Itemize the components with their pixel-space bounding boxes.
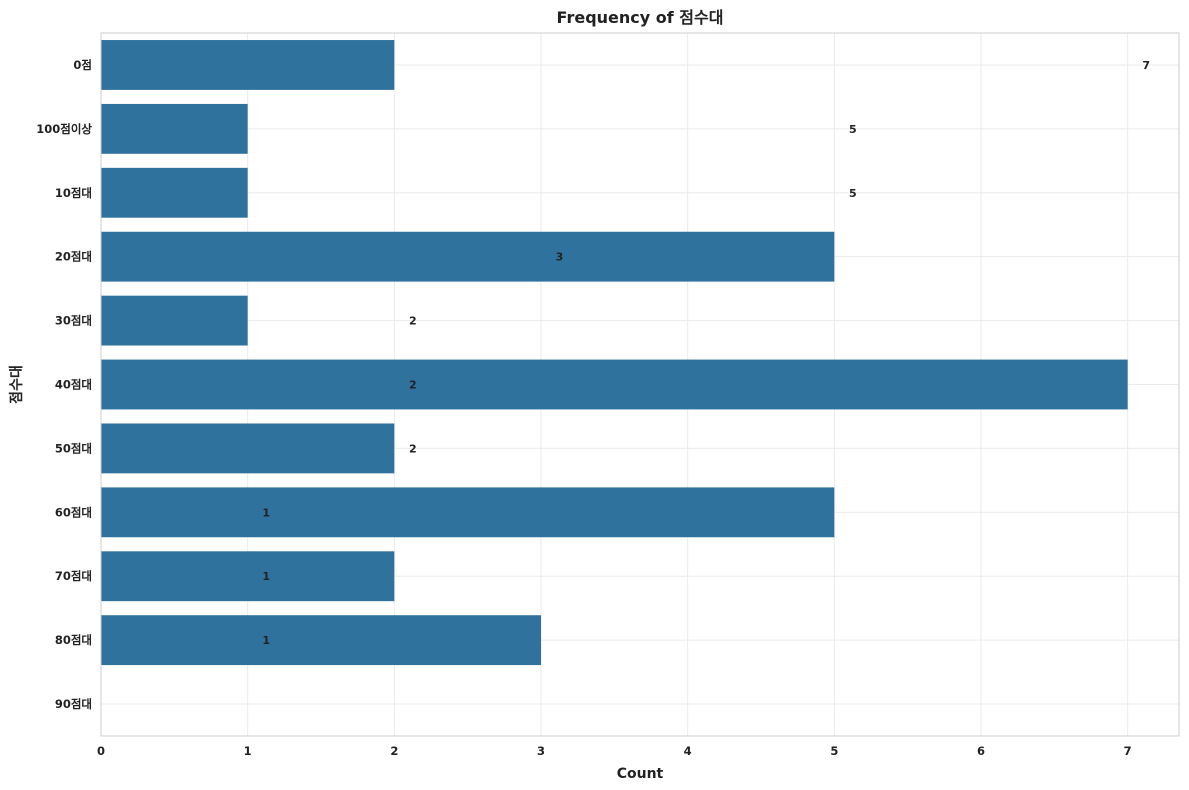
x-tick-labels: 0 1 2 3 4 5 6 7 <box>97 744 1132 758</box>
data-label: 1 <box>262 634 270 647</box>
x-tick-label: 5 <box>830 744 838 758</box>
y-tick-labels: 0점 100점이상 10점대 20점대 30점대 40점대 50점대 60점대 70점대 80점대… <box>36 58 92 711</box>
data-label: 7 <box>1142 59 1150 72</box>
bar <box>101 295 248 346</box>
x-axis-label: Count <box>617 766 664 782</box>
y-tick-label: 0점 <box>73 58 92 72</box>
data-label: 2 <box>409 442 417 455</box>
y-tick-label: 90점대 <box>55 697 92 711</box>
data-label: 2 <box>409 315 417 328</box>
y-tick-label: 70점대 <box>55 569 92 583</box>
y-tick-label: 30점대 <box>55 314 92 328</box>
bar <box>101 551 395 602</box>
bar <box>101 40 395 90</box>
x-tick-label: 6 <box>977 744 985 758</box>
data-label: 5 <box>849 123 857 136</box>
y-axis-label: 점수대 <box>8 365 25 404</box>
bar <box>101 231 835 282</box>
data-label: 3 <box>556 251 564 264</box>
y-tick-label: 10점대 <box>55 186 92 200</box>
data-label: 1 <box>262 506 270 519</box>
y-tick-label: 50점대 <box>55 441 92 455</box>
chart-title: Frequency of 점수대 <box>557 8 724 27</box>
bar <box>101 359 1128 410</box>
bar <box>101 423 395 474</box>
x-tick-label: 7 <box>1124 744 1132 758</box>
y-tick-label: 100점이상 <box>36 122 92 136</box>
bar <box>101 615 541 666</box>
x-tick-label: 3 <box>537 744 545 758</box>
plot-frame <box>100 32 1180 737</box>
data-label: 2 <box>409 379 417 392</box>
data-labels: 7 5 5 3 2 2 2 1 1 1 <box>262 59 1150 647</box>
bar <box>101 103 248 154</box>
y-tick-label: 60점대 <box>55 505 92 519</box>
x-tick-label: 0 <box>97 744 105 758</box>
bars <box>101 40 1128 666</box>
data-label: 5 <box>849 187 857 200</box>
x-tick-label: 4 <box>684 744 692 758</box>
x-tick-label: 2 <box>390 744 398 758</box>
bar <box>101 487 835 538</box>
y-tick-label: 20점대 <box>55 250 92 264</box>
y-tick-label: 80점대 <box>55 633 92 647</box>
data-label: 1 <box>262 570 270 583</box>
bar <box>101 167 248 218</box>
x-tick-label: 1 <box>244 744 252 758</box>
y-tick-label: 40점대 <box>55 378 92 392</box>
